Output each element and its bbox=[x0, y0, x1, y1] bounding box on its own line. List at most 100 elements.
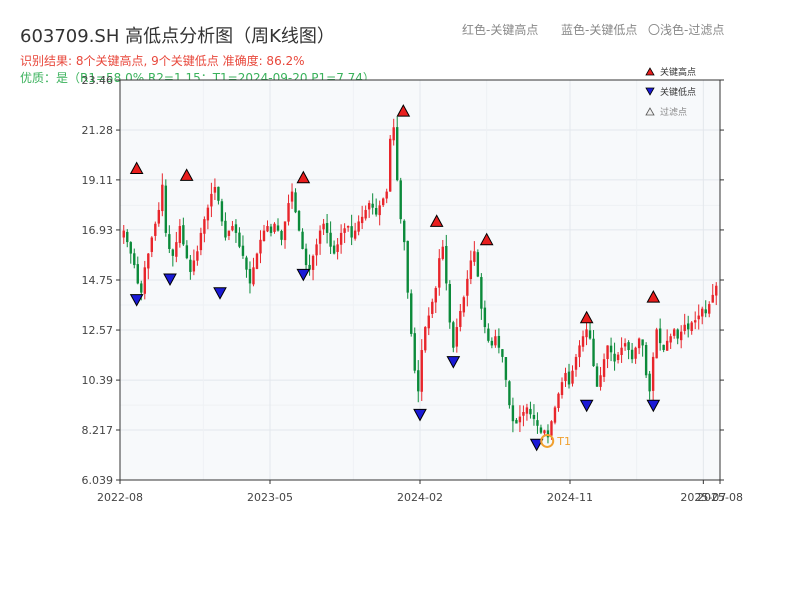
candle-body bbox=[189, 259, 192, 272]
legend-high-symbol bbox=[645, 67, 655, 76]
y-tick-label: 23.46 bbox=[82, 74, 114, 87]
y-tick-label: 6.039 bbox=[82, 474, 114, 487]
candle-body bbox=[599, 375, 602, 387]
candle-body bbox=[262, 230, 266, 242]
candle-body bbox=[399, 180, 402, 220]
candle-body bbox=[606, 345, 609, 360]
candle-body bbox=[539, 427, 543, 433]
candle-body bbox=[290, 191, 294, 202]
candle-body bbox=[206, 207, 210, 221]
candle-body bbox=[708, 304, 711, 314]
candle-body bbox=[381, 198, 385, 206]
candle-body bbox=[122, 230, 125, 238]
candle-body bbox=[480, 277, 483, 309]
candle-body bbox=[182, 225, 185, 245]
candle-body bbox=[585, 329, 588, 338]
candle-body bbox=[417, 370, 420, 392]
t1-circle bbox=[540, 433, 555, 448]
candle-body bbox=[396, 127, 399, 181]
candle-body bbox=[543, 430, 546, 434]
candle-body bbox=[634, 347, 637, 359]
candle-body bbox=[360, 216, 364, 224]
candle-body bbox=[178, 226, 182, 244]
candle-body bbox=[609, 345, 613, 353]
candle-body bbox=[227, 230, 231, 236]
candle-body bbox=[427, 315, 430, 329]
candle-body bbox=[701, 308, 704, 317]
candle-body bbox=[434, 288, 437, 303]
plot-frame bbox=[119, 79, 721, 481]
candle-body bbox=[536, 420, 539, 426]
candle-body bbox=[217, 186, 220, 201]
candle-body bbox=[483, 307, 487, 328]
candle-body bbox=[161, 184, 164, 212]
chart-title: 603709.SH 高低点分析图（周K线图） bbox=[20, 26, 335, 47]
y-tick-label: 8.217 bbox=[82, 424, 114, 437]
candle-body bbox=[644, 345, 648, 376]
candle-body bbox=[322, 223, 325, 230]
candle-body bbox=[665, 340, 669, 351]
y-tick-label: 21.28 bbox=[82, 124, 114, 137]
candle-body bbox=[687, 323, 690, 330]
candle-body bbox=[445, 245, 448, 284]
key-low-marker bbox=[529, 438, 544, 452]
candle-body bbox=[438, 258, 441, 288]
key-high-marker bbox=[579, 310, 594, 324]
candle-body bbox=[494, 336, 497, 346]
key-low-marker bbox=[413, 408, 427, 422]
candle-body bbox=[210, 193, 213, 207]
candle-body bbox=[525, 407, 529, 414]
candle-body bbox=[518, 416, 522, 423]
candle-body bbox=[410, 293, 413, 334]
candle-body bbox=[234, 224, 238, 233]
candle-body bbox=[448, 284, 451, 323]
y-tick-label: 19.11 bbox=[82, 174, 114, 187]
candle-body bbox=[385, 191, 388, 199]
candle-body bbox=[497, 335, 501, 348]
legend-filtered-symbol bbox=[645, 107, 655, 116]
candle-body bbox=[403, 220, 406, 243]
candle-body bbox=[469, 260, 473, 280]
candle-body bbox=[136, 264, 139, 284]
key-high-marker bbox=[396, 104, 411, 117]
candle-body bbox=[329, 232, 332, 247]
candle-body bbox=[259, 239, 262, 254]
candle-body bbox=[283, 221, 287, 241]
candle-body bbox=[592, 338, 595, 367]
grid-lines bbox=[120, 80, 720, 480]
candle-body bbox=[553, 407, 557, 423]
candle-body bbox=[630, 349, 634, 360]
candle-body bbox=[669, 336, 672, 343]
key-high-marker bbox=[296, 170, 311, 184]
candle-body bbox=[311, 255, 315, 270]
candle-body bbox=[367, 203, 371, 210]
candle-body bbox=[280, 230, 283, 240]
candle-body bbox=[185, 245, 189, 259]
candle-body bbox=[511, 405, 515, 422]
candle-body bbox=[462, 297, 466, 313]
candle-body bbox=[588, 330, 592, 339]
candle-body bbox=[697, 315, 700, 320]
key-low-marker bbox=[296, 268, 311, 282]
candle-body bbox=[150, 237, 153, 252]
candle-body bbox=[357, 221, 360, 232]
candle-body bbox=[276, 225, 280, 231]
t1-label: T1 bbox=[556, 435, 571, 448]
candle-body bbox=[364, 209, 367, 219]
candle-body bbox=[441, 246, 444, 259]
candle-body bbox=[196, 251, 199, 261]
candle-body bbox=[487, 328, 490, 341]
key-low-marker bbox=[213, 287, 227, 300]
candle-body bbox=[662, 344, 665, 351]
candle-body bbox=[672, 329, 676, 336]
candle-body bbox=[595, 366, 599, 387]
candle-body bbox=[466, 278, 469, 296]
candle-body bbox=[339, 232, 343, 245]
candle-body bbox=[574, 356, 578, 370]
candle-body bbox=[318, 230, 322, 244]
candle-body bbox=[353, 230, 357, 239]
candle-body bbox=[294, 192, 297, 213]
candle-body bbox=[266, 226, 269, 232]
candle-body bbox=[567, 371, 571, 385]
